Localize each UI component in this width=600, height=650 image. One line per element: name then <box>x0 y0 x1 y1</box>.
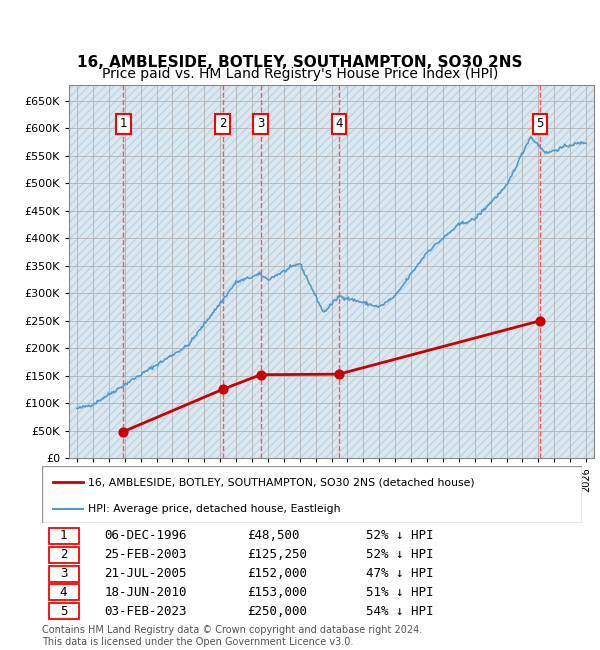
Text: £250,000: £250,000 <box>247 604 307 617</box>
Text: HPI: Average price, detached house, Eastleigh: HPI: Average price, detached house, East… <box>88 504 340 514</box>
Text: 16, AMBLESIDE, BOTLEY, SOUTHAMPTON, SO30 2NS: 16, AMBLESIDE, BOTLEY, SOUTHAMPTON, SO30… <box>77 55 523 70</box>
Text: 52% ↓ HPI: 52% ↓ HPI <box>366 549 433 562</box>
FancyBboxPatch shape <box>49 603 79 619</box>
Text: 5: 5 <box>60 604 67 617</box>
FancyBboxPatch shape <box>49 547 79 563</box>
Text: Contains HM Land Registry data © Crown copyright and database right 2024.
This d: Contains HM Land Registry data © Crown c… <box>42 625 422 647</box>
Text: 51% ↓ HPI: 51% ↓ HPI <box>366 586 433 599</box>
Text: 25-FEB-2003: 25-FEB-2003 <box>104 549 187 562</box>
Text: 18-JUN-2010: 18-JUN-2010 <box>104 586 187 599</box>
Text: 5: 5 <box>536 117 544 130</box>
Text: 1: 1 <box>119 117 127 130</box>
Text: £152,000: £152,000 <box>247 567 307 580</box>
Point <box>334 369 344 380</box>
Point <box>535 316 545 326</box>
Text: 03-FEB-2023: 03-FEB-2023 <box>104 604 187 617</box>
FancyBboxPatch shape <box>42 466 582 523</box>
Text: 3: 3 <box>257 117 265 130</box>
Text: 2: 2 <box>219 117 226 130</box>
Text: £48,500: £48,500 <box>247 529 300 542</box>
Text: 4: 4 <box>60 586 67 599</box>
Text: 3: 3 <box>60 567 67 580</box>
Text: 16, AMBLESIDE, BOTLEY, SOUTHAMPTON, SO30 2NS (detached house): 16, AMBLESIDE, BOTLEY, SOUTHAMPTON, SO30… <box>88 477 475 487</box>
Text: 06-DEC-1996: 06-DEC-1996 <box>104 529 187 542</box>
Text: 52% ↓ HPI: 52% ↓ HPI <box>366 529 433 542</box>
Text: 2: 2 <box>60 549 67 562</box>
Text: 54% ↓ HPI: 54% ↓ HPI <box>366 604 433 617</box>
Point <box>256 369 266 380</box>
Text: Price paid vs. HM Land Registry's House Price Index (HPI): Price paid vs. HM Land Registry's House … <box>102 67 498 81</box>
Text: 4: 4 <box>335 117 343 130</box>
FancyBboxPatch shape <box>49 566 79 582</box>
Point <box>218 384 227 395</box>
Point <box>119 426 128 437</box>
FancyBboxPatch shape <box>49 528 79 544</box>
Text: £125,250: £125,250 <box>247 549 307 562</box>
Text: 1: 1 <box>60 529 67 542</box>
FancyBboxPatch shape <box>49 584 79 601</box>
Text: 47% ↓ HPI: 47% ↓ HPI <box>366 567 433 580</box>
Text: £153,000: £153,000 <box>247 586 307 599</box>
Text: 21-JUL-2005: 21-JUL-2005 <box>104 567 187 580</box>
